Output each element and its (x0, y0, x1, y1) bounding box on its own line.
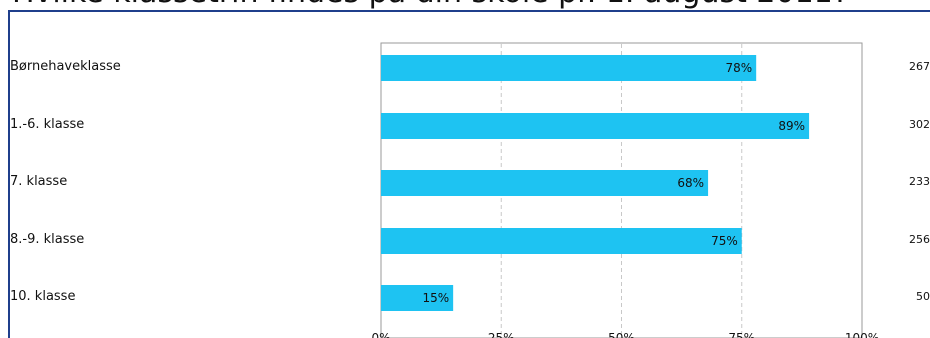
x-tick-label: 50% (608, 331, 635, 338)
count-label: 302 (909, 118, 930, 131)
category-label: 8.-9. klasse (10, 232, 85, 247)
category-label: 1.-6. klasse (10, 117, 85, 132)
bar-3 (381, 170, 709, 196)
left-border (8, 10, 10, 338)
count-label: 233 (909, 175, 930, 188)
top-border (8, 10, 930, 12)
chart-title: Hvilke klassetrin findes på din skole pr… (12, 0, 849, 10)
category-label: Børnehaveklasse (10, 59, 121, 74)
bar-value-label: 68% (677, 176, 704, 190)
x-tick-label: 25% (487, 331, 515, 338)
bar-value-label: 75% (711, 234, 738, 248)
x-tick-label: 75% (728, 331, 756, 338)
bar-2 (381, 113, 810, 139)
x-tick-label: 100% (844, 331, 880, 338)
bar-value-label: 15% (422, 291, 449, 305)
x-tick-label: 0% (371, 331, 391, 338)
count-label: 50 (916, 290, 930, 303)
bar-value-label: 89% (778, 119, 805, 133)
bar-1 (381, 55, 757, 81)
count-label: 256 (909, 233, 930, 246)
count-label: 267 (909, 60, 930, 73)
category-label: 7. klasse (10, 174, 68, 189)
bar-5 (381, 285, 454, 311)
bar-4 (381, 228, 742, 254)
bar-value-label: 78% (726, 61, 753, 75)
category-label: 10. klasse (10, 289, 76, 304)
